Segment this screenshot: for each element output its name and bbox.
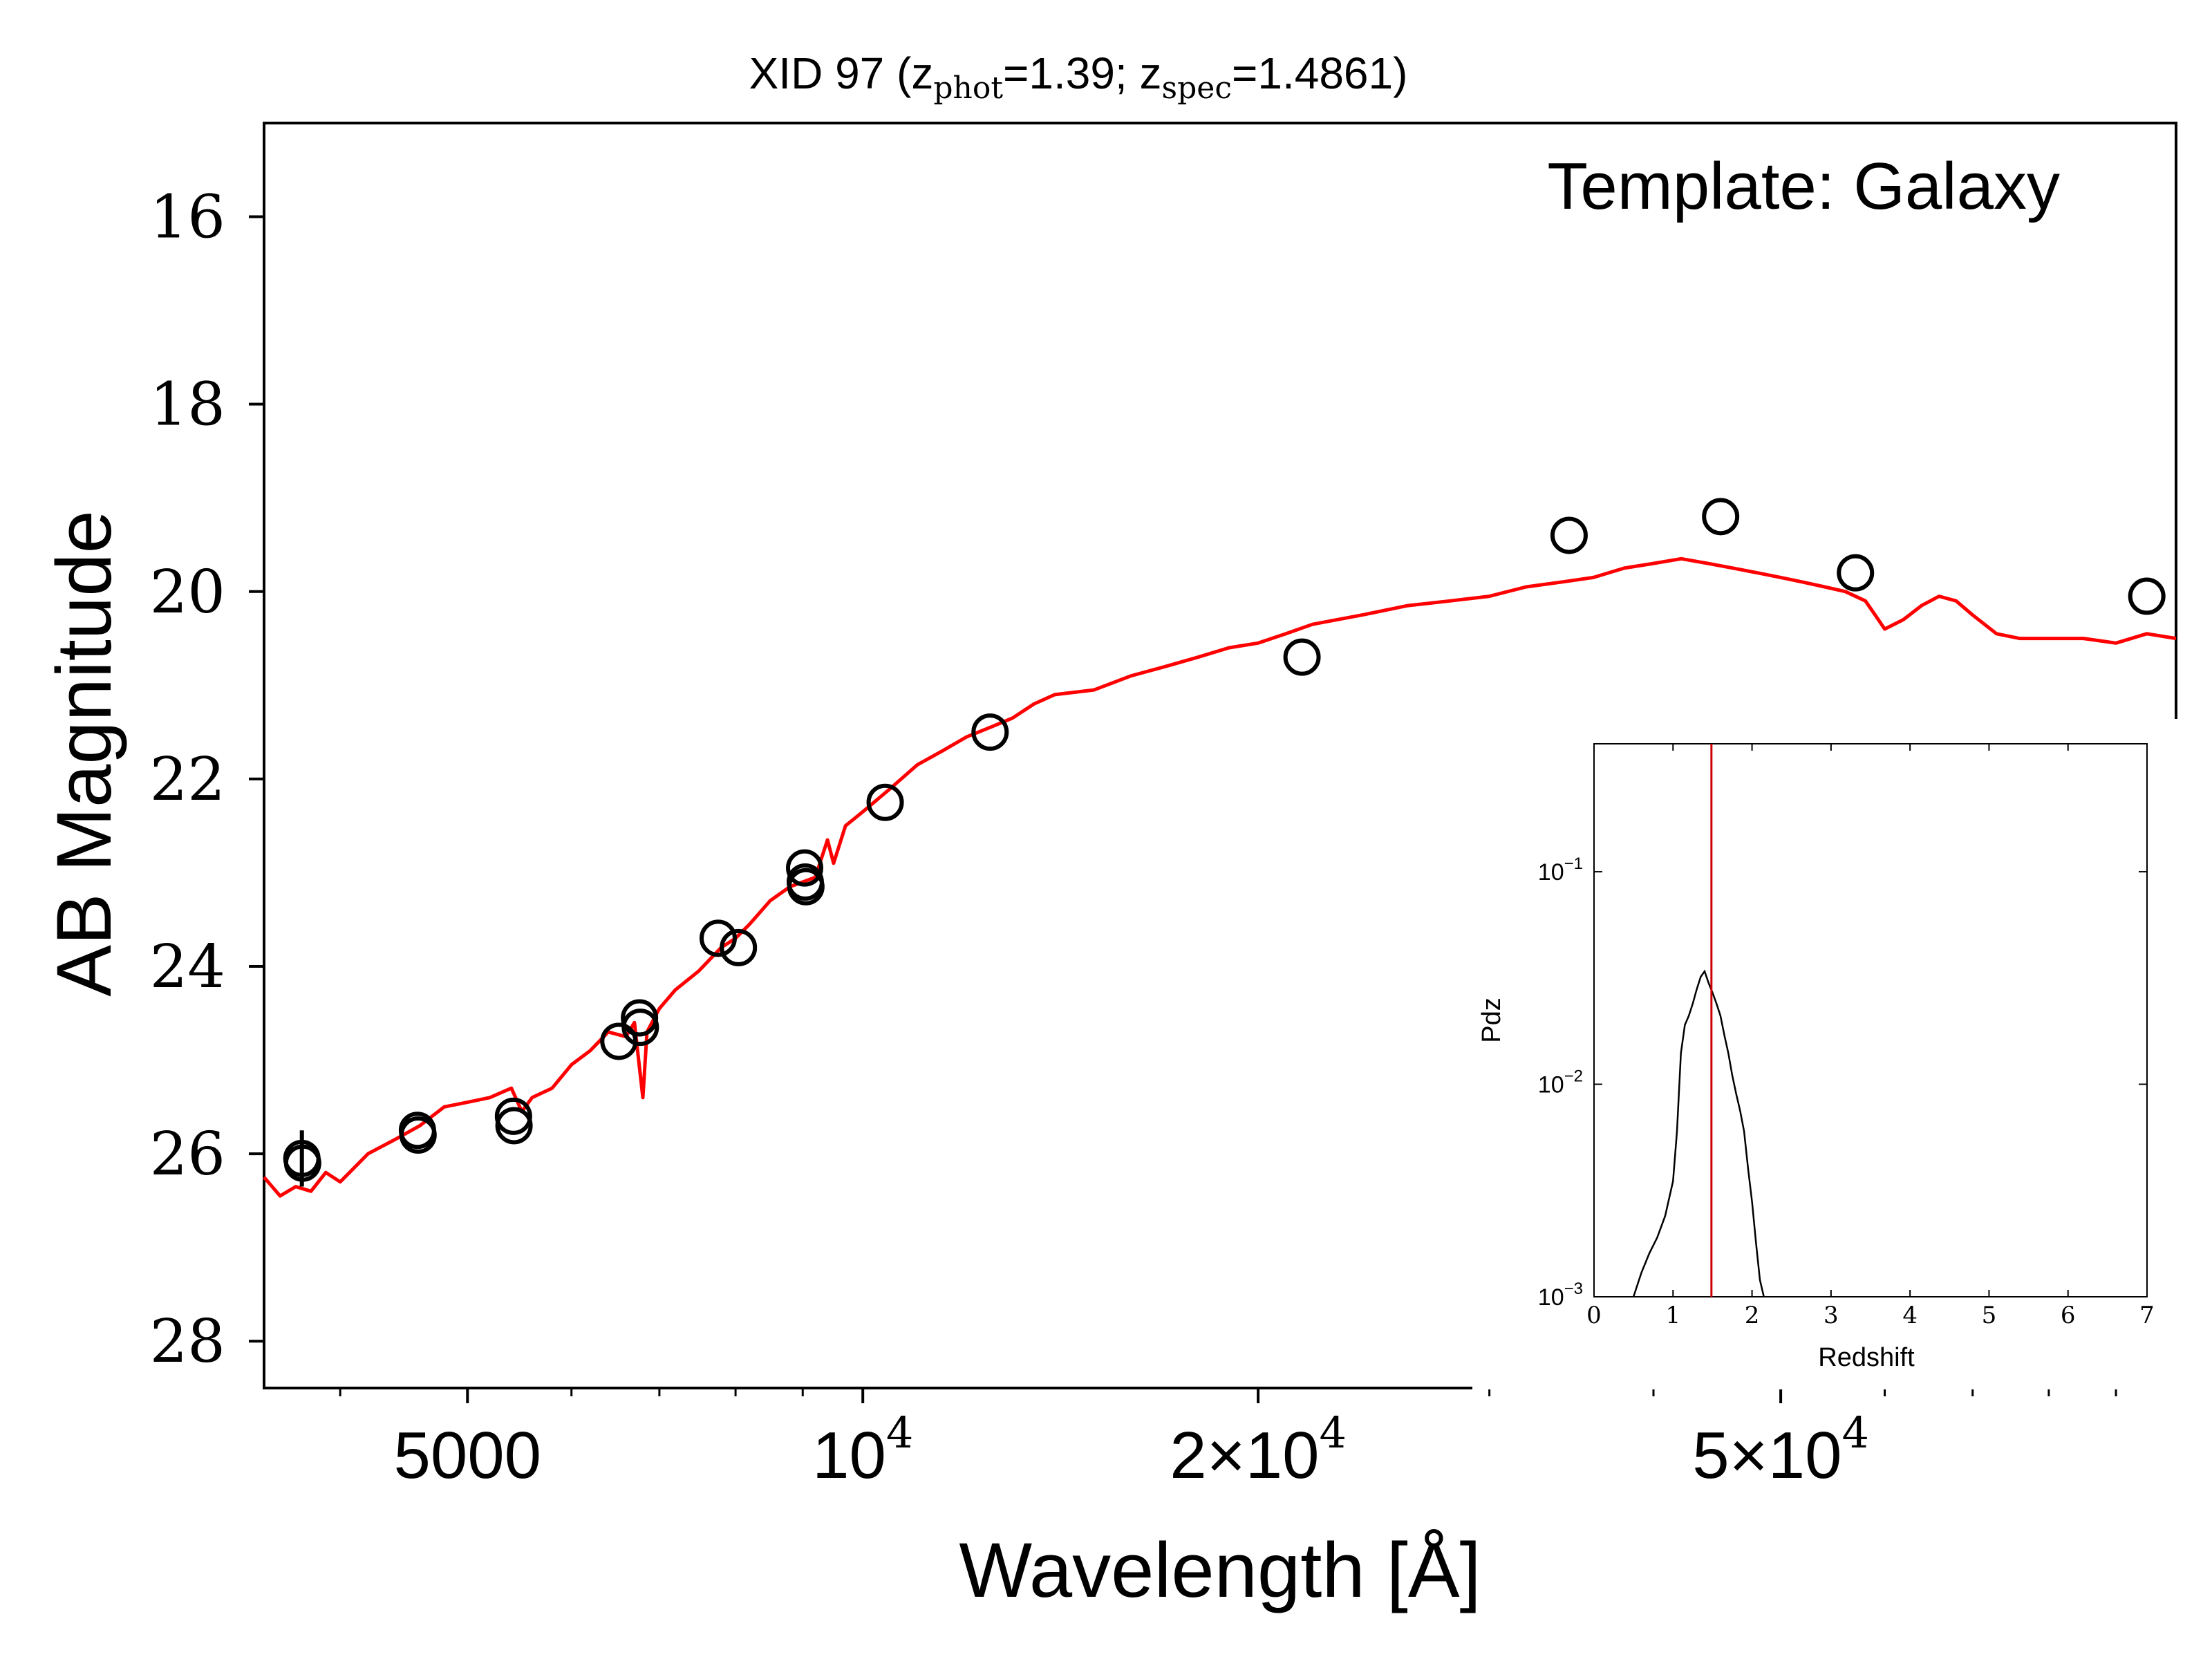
photometry-point [1702,498,1740,536]
inset-x-tick-label: 6 [2061,1302,2076,1329]
inset-y-tick-label: 10−3 [1538,1280,1583,1311]
photometry-point [971,713,1009,751]
x-tick-label: 2×104 [1170,1407,1347,1492]
photometry-point [1283,638,1321,676]
inset-x-tick-label: 5 [1982,1302,1997,1329]
y-tick-label: 26 [150,1120,225,1189]
y-tick-label: 28 [150,1307,225,1376]
x-tick-label: 5000 [394,1418,542,1492]
pdz-curve [1632,969,1765,1297]
inset-x-axis-label: Redshift [1818,1343,1915,1372]
inset-x-tick-label: 2 [1745,1302,1760,1329]
template-annotation: Template: Galaxy [1547,149,2060,223]
photometry-point [1550,516,1588,554]
inset-plot-area [1632,744,1765,1297]
inset-x-tick-label: 4 [1902,1302,1918,1329]
photometry-point [621,1009,659,1047]
main-plot-area [263,498,2177,1198]
x-axis-label: Wavelength [Å] [959,1527,1481,1613]
inset-y-tick-label: 10−1 [1538,854,1583,885]
photometry-point [2128,577,2166,615]
photometry-point [720,928,758,966]
y-tick-label: 20 [150,558,225,627]
template-spectrum-line [263,556,2177,1198]
inset-x-tick-label: 0 [1586,1302,1602,1329]
chart-title: XID 97 (zphot=1.39; zspec=1.4861) [749,48,1408,106]
y-tick-label: 22 [150,745,225,814]
photometry-point [787,868,825,906]
inset-y-tick-label: 10−2 [1538,1067,1583,1098]
photometry-point [495,1107,533,1145]
inset-x-tick-label: 3 [1824,1302,1839,1329]
y-axis-label: AB Magnitude [41,510,127,997]
photometry-point [786,849,824,887]
photometry-point [866,783,904,821]
x-tick-label: 5×104 [1692,1407,1869,1492]
photometry-point [399,1116,437,1154]
inset-axis-ticks: 0 1 2 3 4 5 6 7 10−1 10−2 10−3 [1538,744,2155,1329]
inset-x-tick-label: 7 [2139,1302,2155,1329]
y-tick-label: 24 [150,932,225,1002]
photometry-point [1837,554,1875,592]
inset-plot-frame [1593,743,2148,1297]
inset-x-tick-label: 1 [1665,1302,1680,1329]
inset-y-axis-label: Pdz [1477,997,1506,1042]
x-tick-label: 104 [812,1407,913,1492]
y-tick-label: 18 [150,371,225,440]
photometry-point [283,1144,321,1182]
y-tick-label: 16 [150,183,225,252]
photometry-point [699,919,737,957]
